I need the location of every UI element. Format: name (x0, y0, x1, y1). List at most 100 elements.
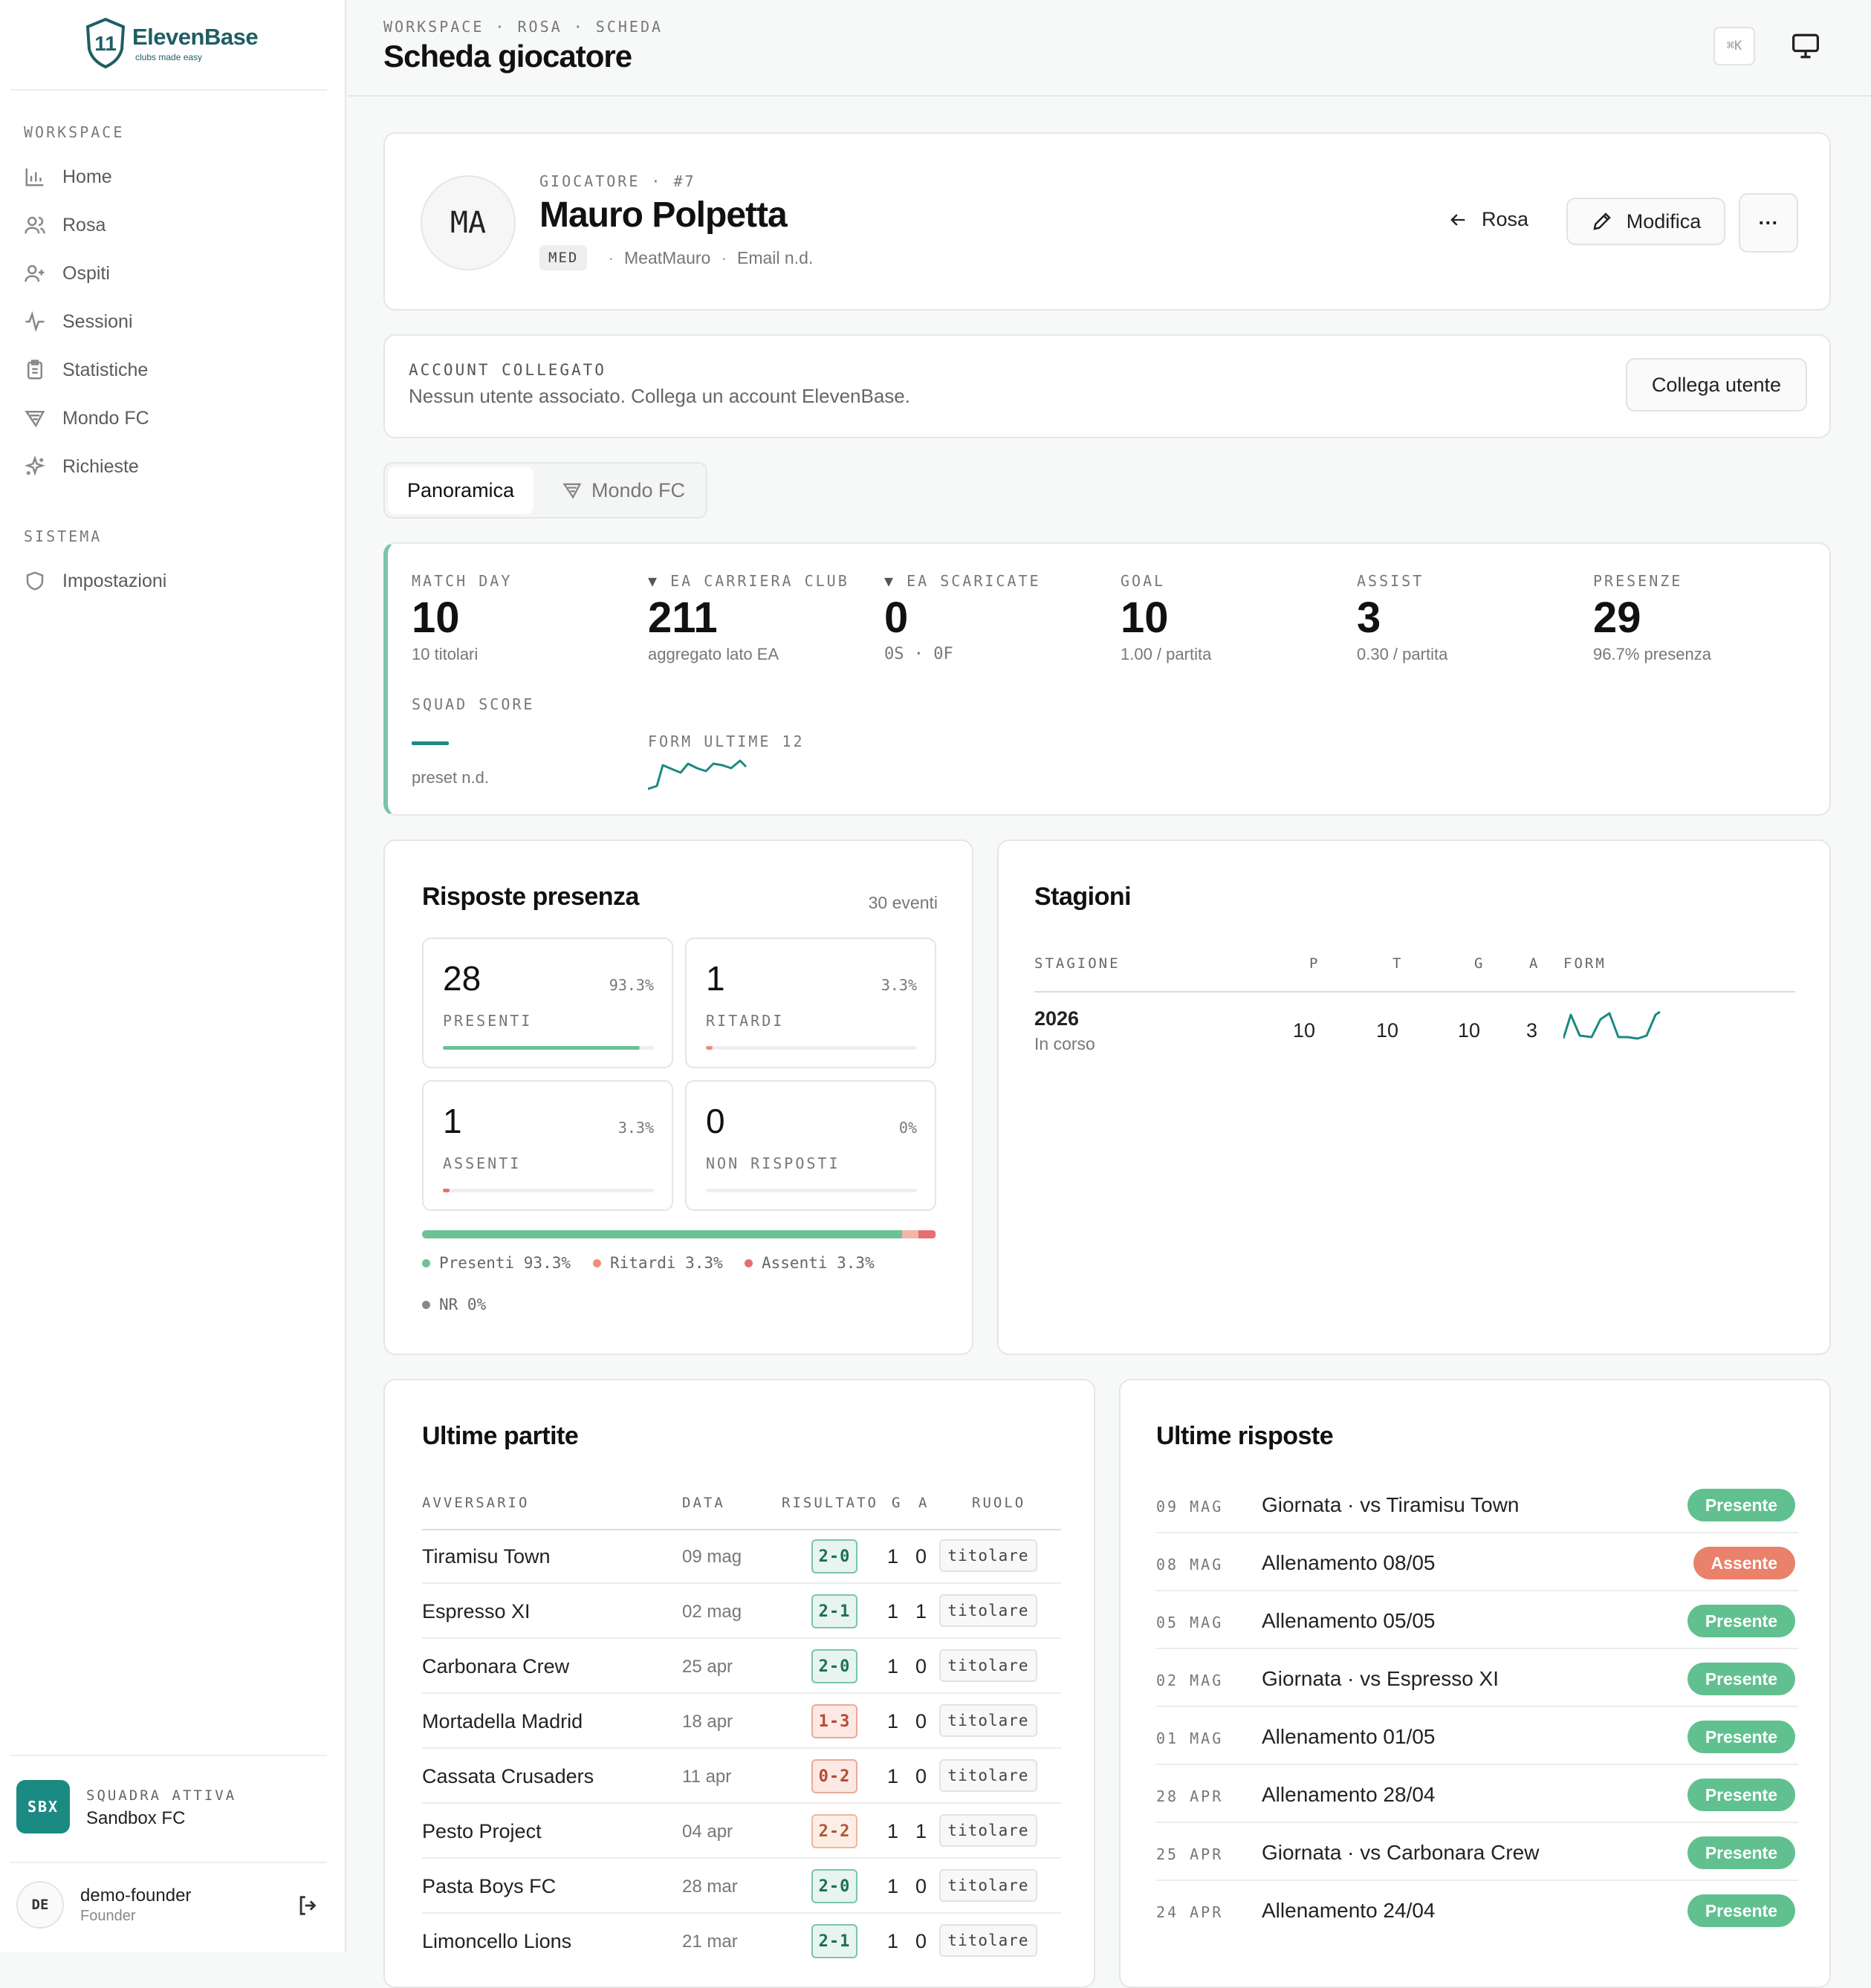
sidebar-item-sessioni[interactable]: Sessioni (24, 305, 133, 338)
kpi-value: 0 (884, 594, 909, 642)
edit-label: Modifica (1626, 209, 1702, 233)
tile-percent: 3.3% (617, 1119, 654, 1137)
match-goals: 1 (887, 1710, 899, 1732)
status-badge: Presente (1687, 1836, 1795, 1869)
kpi-card: MATCH DAY 10 10 titolari ▼ EA CARRIERA C… (383, 542, 1831, 816)
response-date: 01 MAG (1156, 1729, 1224, 1747)
back-to-rosa-button[interactable]: Rosa (1447, 208, 1528, 231)
sidebar-item-label: Ospiti (62, 262, 110, 284)
shield-icon (26, 571, 44, 591)
response-event: Allenamento 05/05 (1262, 1609, 1436, 1632)
sidebar-item-home[interactable]: Home (24, 160, 112, 193)
team-name: Sandbox FC (86, 1808, 186, 1828)
match-role: titolare (939, 1594, 1037, 1627)
sidebar-item-rosa[interactable]: Rosa (24, 209, 106, 241)
tab-panoramica[interactable]: Panoramica (388, 467, 534, 514)
attendance-tile: 1 3.3% RITARDI (685, 938, 936, 1068)
match-result: 1-3 (811, 1704, 857, 1738)
brand-name: ElevenBase (132, 24, 259, 50)
team-badge: SBX (16, 1780, 70, 1833)
seasons-card: Stagioni STAGIONE P T G A FORM 2026 In c… (997, 839, 1831, 1355)
tile-progress (706, 1046, 917, 1050)
link-user-button[interactable]: Collega utente (1626, 358, 1807, 412)
sidebar-item-label: Sessioni (62, 311, 133, 332)
more-options-button[interactable]: ··· (1739, 193, 1798, 253)
column-header: G (1474, 955, 1485, 972)
kpi-sub: aggregato lato EA (648, 645, 779, 663)
matches-title: Ultime partite (422, 1422, 579, 1450)
sidebar: 11 ElevenBase clubs made easy WORKSPACE … (0, 0, 346, 1952)
tab-label: Mondo FC (591, 478, 686, 501)
tab-mondo-fc[interactable]: Mondo FC (542, 467, 704, 514)
logout-icon[interactable] (296, 1893, 321, 1918)
match-result: 2-0 (811, 1539, 857, 1573)
status-badge: Presente (1687, 1489, 1795, 1521)
sidebar-item-label: Home (62, 166, 112, 187)
team-label: SQUADRA ATTIVA (86, 1787, 237, 1804)
response-date: 02 MAG (1156, 1672, 1224, 1689)
stacked-bar-segment (422, 1230, 902, 1238)
match-result: 2-0 (811, 1869, 857, 1903)
match-date: 25 apr (682, 1657, 733, 1677)
match-date: 04 apr (682, 1822, 733, 1842)
season-t: 10 (1376, 1019, 1399, 1042)
arrow-left-icon (1450, 213, 1465, 226)
response-event: Giornata · vs Espresso XI (1262, 1667, 1499, 1690)
command-palette-button[interactable]: ⌘K (1713, 27, 1755, 65)
match-opponent: Cassata Crusaders (422, 1765, 594, 1787)
attendance-title: Risposte presenza (422, 883, 639, 911)
position-badge: MED (539, 245, 588, 270)
sidebar-item-richieste[interactable]: Richieste (24, 450, 139, 483)
match-opponent: Tiramisu Town (422, 1545, 551, 1568)
match-assists: 0 (915, 1655, 927, 1677)
kpi-label: GOAL (1121, 572, 1166, 590)
kpi-label: ASSIST (1357, 572, 1424, 590)
match-goals: 1 (887, 1545, 899, 1568)
match-goals: 1 (887, 1875, 899, 1897)
tile-progress-fill (706, 1046, 713, 1050)
match-goals: 1 (887, 1820, 899, 1842)
brand-logo[interactable]: 11 ElevenBase clubs made easy (83, 16, 259, 71)
recent-matches-card: Ultime partite AVVERSARIO DATA RISULTATO… (383, 1379, 1095, 1988)
attendance-tile: 28 93.3% PRESENTI (422, 938, 673, 1068)
user-role: Founder (80, 1908, 136, 1924)
player-label: GIOCATORE · #7 (539, 172, 696, 190)
season-g: 10 (1458, 1019, 1481, 1042)
match-role: titolare (939, 1539, 1037, 1572)
response-date: 28 APR (1156, 1787, 1224, 1805)
account-label: ACCOUNT COLLEGATO (409, 361, 606, 379)
match-role: titolare (939, 1814, 1037, 1847)
match-opponent: Pasta Boys FC (422, 1875, 557, 1897)
tile-value: 1 (706, 959, 725, 998)
response-event: Giornata · vs Tiramisu Town (1262, 1493, 1520, 1516)
tile-value: 0 (706, 1102, 725, 1140)
edit-button[interactable]: Modifica (1566, 198, 1725, 245)
tile-label: PRESENTI (443, 1012, 533, 1030)
match-result: 0-2 (811, 1759, 857, 1793)
match-assists: 1 (915, 1600, 927, 1622)
match-assists: 0 (915, 1545, 927, 1568)
column-header: RUOLO (972, 1495, 1026, 1511)
sidebar-item-impostazioni[interactable]: Impostazioni (24, 565, 166, 597)
shield-logo-icon: 11 (85, 17, 126, 69)
kpi-sub: 0S · 0F (884, 645, 953, 663)
tile-progress-fill (443, 1046, 640, 1050)
sidebar-item-statistiche[interactable]: Statistiche (24, 354, 148, 386)
tab-bar: Panoramica Mondo FC (383, 462, 707, 519)
fc-logo-icon (562, 483, 582, 499)
tile-label: ASSENTI (443, 1154, 522, 1172)
workspace-section-label: WORKSPACE (24, 123, 125, 141)
season-a: 3 (1526, 1019, 1538, 1042)
sidebar-item-label: Statistiche (62, 359, 149, 380)
match-assists: 0 (915, 1875, 927, 1897)
column-header: RISULTATO (782, 1495, 878, 1511)
sidebar-item-ospiti[interactable]: Ospiti (24, 257, 110, 290)
sidebar-item-mondo-fc[interactable]: Mondo FC (24, 402, 149, 435)
monitor-icon[interactable] (1791, 33, 1820, 59)
column-header: DATA (682, 1495, 725, 1511)
attendance-card: Risposte presenza 30 eventi 28 93.3% PRE… (383, 839, 973, 1355)
sidebar-item-label: Mondo FC (62, 407, 149, 429)
active-team[interactable]: SBX SQUADRA ATTIVA Sandbox FC (16, 1780, 328, 1835)
player-handle: MeatMauro (624, 247, 711, 267)
status-badge: Presente (1687, 1894, 1795, 1927)
